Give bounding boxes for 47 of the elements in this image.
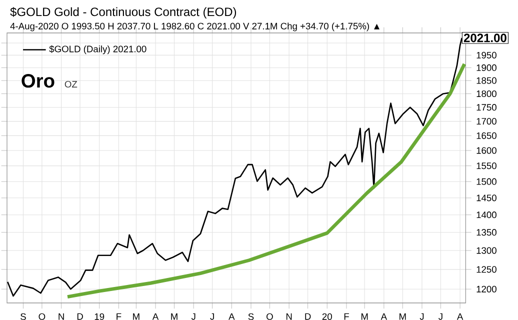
x-tick-label: J xyxy=(210,313,214,320)
y-tick-label: 1200 xyxy=(476,286,496,292)
x-tick-label: N xyxy=(58,313,64,320)
x-tick-label: S xyxy=(20,313,26,320)
y-tick-label: 1250 xyxy=(476,266,496,273)
x-tick-label: M xyxy=(171,313,178,320)
y-tick-label: 1750 xyxy=(476,104,496,111)
y-tick-label: 1900 xyxy=(476,64,496,72)
y-tick-label: 1450 xyxy=(476,194,496,202)
x-tick-label: A xyxy=(152,313,159,320)
y-tick-label: 1700 xyxy=(476,118,496,125)
x-tick-label: J xyxy=(420,313,424,320)
annotation: Oro xyxy=(22,74,54,88)
x-tick-label: O xyxy=(38,313,46,320)
x-tick-label: J xyxy=(438,313,442,320)
x-tick-label: M xyxy=(400,313,406,320)
x-tick-label: D xyxy=(305,313,311,320)
y-tick-label: 1600 xyxy=(476,147,496,154)
y-tick-label: 1300 xyxy=(476,247,496,254)
y-tick-label: 1500 xyxy=(476,178,496,185)
x-tick-label: D xyxy=(77,313,83,320)
y-tick-label: 1800 xyxy=(476,90,496,98)
annotation: 2021.00 xyxy=(464,34,506,42)
legend-label: $GOLD (Daily) 2021.00 xyxy=(49,45,146,54)
x-tick-label: N xyxy=(286,313,292,320)
line-series xyxy=(66,62,466,299)
x-tick-label: F xyxy=(344,313,349,320)
y-tick-label: 1850 xyxy=(476,77,496,84)
x-tick-label: M xyxy=(361,313,368,320)
x-tick-label: A xyxy=(456,313,464,320)
annotation: OZ xyxy=(64,80,78,88)
y-tick-label: 1550 xyxy=(476,162,496,170)
x-tick-label: A xyxy=(228,313,235,320)
x-tick-label: O xyxy=(266,313,273,320)
x-tick-label: F xyxy=(116,313,122,320)
x-tick-label: J xyxy=(191,313,196,320)
y-tick-label: 1950 xyxy=(476,52,496,58)
y-tick-label: 1400 xyxy=(476,212,496,218)
x-tick-label: 19 xyxy=(94,313,104,320)
chart-subtitle: 4-Aug-2020 O 1993.50 H 2037.70 L 1982.60 C 2021.00 V 27.1M Chg +34.70 (+1.75%) ▲ xyxy=(10,22,380,32)
x-tick-label: M xyxy=(133,313,140,320)
x-tick-label: S xyxy=(248,313,254,320)
x-tick-label: 20 xyxy=(322,313,332,320)
chart-title: $GOLD Gold - Continuous Contract (EOD) xyxy=(10,7,236,18)
x-tick-label: A xyxy=(380,313,388,320)
y-tick-label: 1350 xyxy=(476,229,496,236)
y-tick-label: 1650 xyxy=(476,132,496,139)
